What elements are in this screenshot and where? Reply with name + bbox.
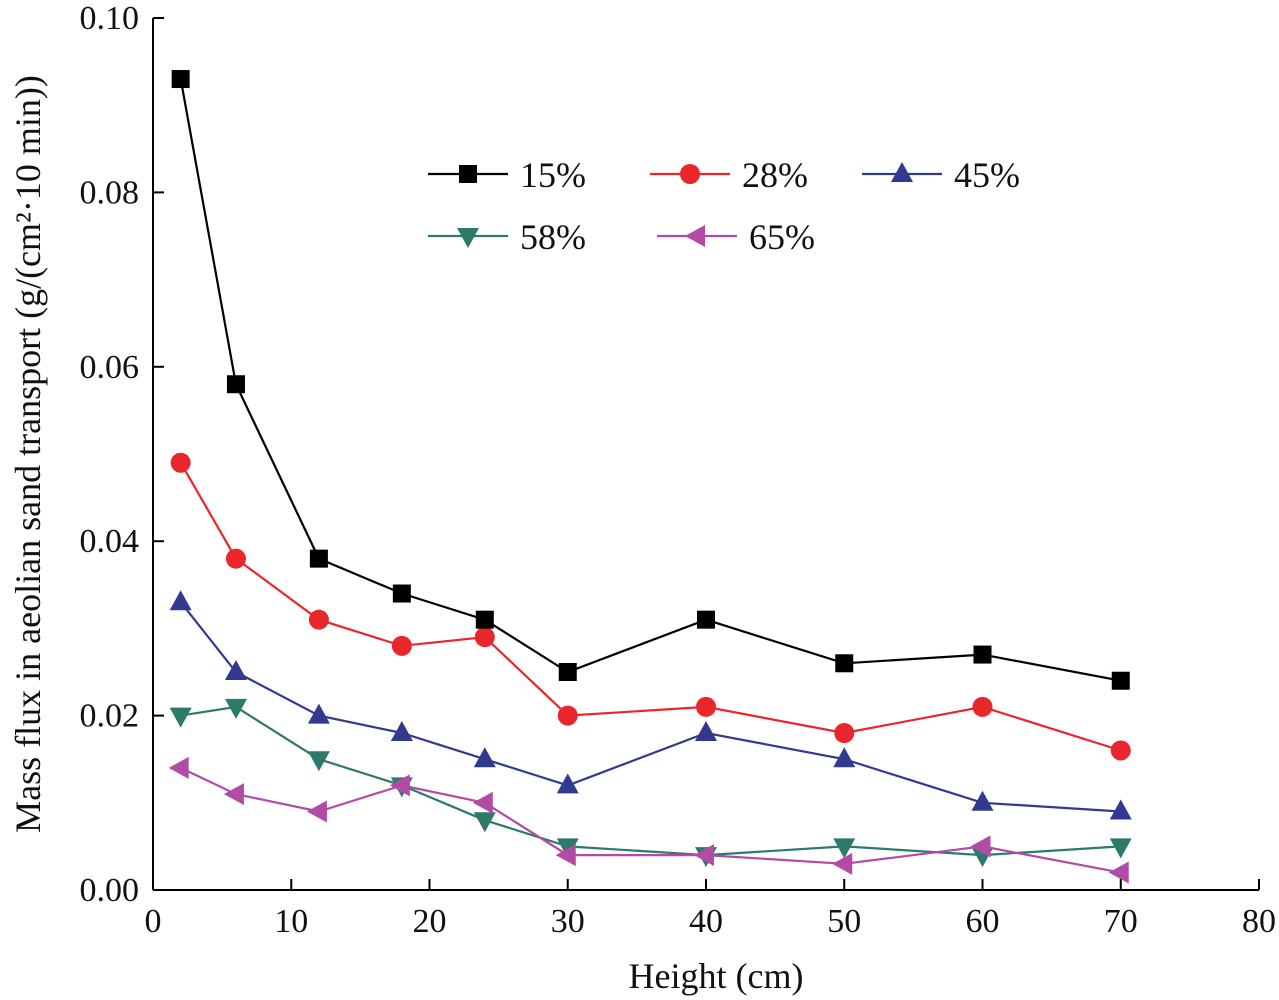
data-point [556,838,579,859]
series-line [179,78,1122,682]
data-point [307,703,330,724]
x-tick-label: 40 [689,903,723,940]
series-line [179,462,1122,752]
data-point [226,375,245,394]
series-line [179,601,1121,813]
data-point [223,783,244,806]
legend-marker [891,162,913,182]
data-point [473,747,496,768]
legend-label: 65% [749,217,815,257]
x-tick-label: 60 [966,903,1000,940]
data-point [696,696,716,717]
y-tick-label: 0.02 [80,698,140,735]
data-point [169,590,192,611]
data-point [558,663,577,681]
x-tick-label: 30 [551,903,585,940]
y-tick-label: 0.00 [80,872,140,909]
y-axis-title: Mass flux in aeolian sand transport (g/(… [8,75,48,833]
legend-marker [680,164,700,184]
data-point [1110,740,1131,761]
legend-label: 28% [742,155,808,195]
data-point [832,852,853,875]
series-15pct [171,70,1130,690]
data-point [556,773,579,794]
series-45pct [169,590,1132,820]
data-point [1108,861,1129,884]
data-point [390,721,413,742]
x-tick-label: 20 [413,903,447,940]
data-point [392,584,411,603]
data-point [557,705,578,726]
axes: 0 10 20 30 40 50 60 70 80 0.00 0.02 0.04 0.06 0.08 0.1… [80,0,1277,940]
x-axis-title: Height (cm) [629,956,804,996]
legend-item: 58% [428,217,586,257]
x-tick-label: 70 [1104,903,1138,940]
data-point [306,800,327,823]
y-tick-label: 0.08 [80,174,140,211]
data-point [473,812,496,833]
legend-item: 28% [650,155,808,195]
data-point [474,627,495,648]
data-point [833,747,856,768]
x-tick-label: 10 [274,903,308,940]
x-tick-label: 0 [145,903,162,940]
data-point [973,645,992,664]
x-tick-label: 80 [1242,903,1276,940]
legend-marker [685,225,705,247]
legend-label: 15% [520,155,586,195]
data-point [224,660,247,680]
data-point [308,609,329,630]
data-point [472,791,493,814]
data-point [307,751,330,772]
y-tick-label: 0.06 [80,349,140,386]
series-28pct [170,452,1131,761]
data-point [475,610,494,629]
data-point [1109,838,1132,859]
data-point [972,696,993,717]
y-tick-label: 0.10 [80,0,140,37]
legend-item: 15% [428,155,586,195]
data-point [835,654,854,673]
data-point [695,721,717,742]
data-point [169,707,192,728]
legend-item: 65% [657,217,815,257]
legend-marker [457,228,479,248]
series-line [180,705,1121,857]
data-point [971,790,994,811]
data-point [1109,799,1132,820]
series-line [180,766,1122,874]
data-point [833,838,856,859]
data-point [224,698,247,719]
series-65pct [168,756,1129,884]
legend-label: 58% [520,217,586,257]
data-point [694,844,714,867]
data-point [834,723,855,744]
data-point [389,774,410,797]
data-point [970,835,991,858]
data-point [309,549,328,568]
legend-marker [459,165,477,183]
data-point [391,635,412,656]
legend-label: 45% [954,155,1020,195]
x-tick-label: 50 [827,903,861,940]
legend: 15% 28% 45% 58% 65% [428,155,1020,257]
data-point [170,452,191,473]
data-point [171,70,190,89]
data-point [697,610,715,629]
data-point [555,844,576,867]
data-point [1111,671,1130,690]
y-tick-label: 0.04 [80,523,140,560]
data-point [225,548,246,569]
data-point [168,756,189,779]
series-layer [168,70,1132,884]
legend-item: 45% [862,155,1020,195]
